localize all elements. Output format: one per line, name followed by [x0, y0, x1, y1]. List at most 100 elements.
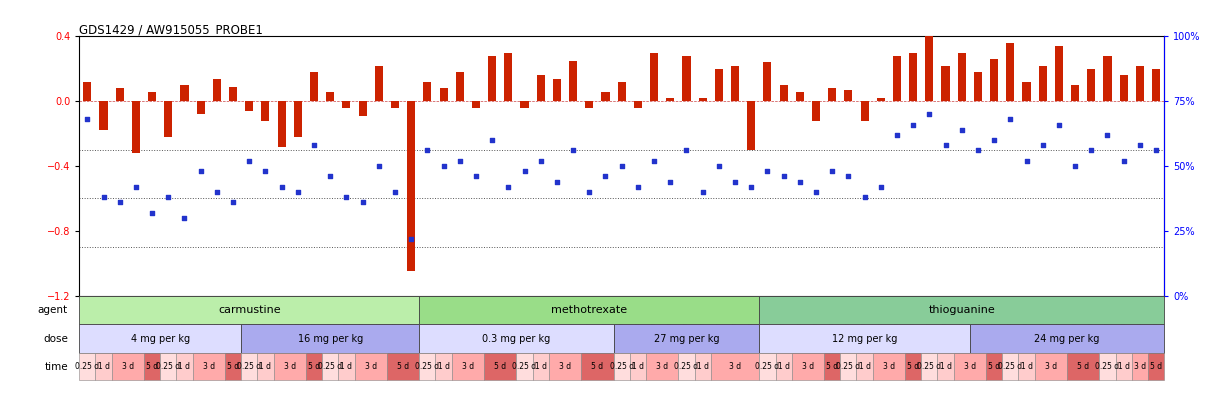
Bar: [1152, 69, 1160, 101]
Bar: [278, 101, 285, 147]
Bar: [937, 353, 953, 380]
Bar: [241, 353, 257, 380]
Bar: [683, 56, 690, 101]
Point: [78, 116, 98, 123]
Text: 3 d: 3 d: [729, 362, 741, 371]
Bar: [1072, 85, 1079, 101]
Bar: [423, 82, 432, 101]
Bar: [273, 353, 306, 380]
Bar: [386, 353, 419, 380]
Point: [579, 189, 599, 195]
Text: thioguanine: thioguanine: [929, 305, 995, 315]
Text: 3 d: 3 d: [560, 362, 570, 371]
Text: 16 mg per kg: 16 mg per kg: [297, 334, 363, 344]
Bar: [177, 353, 193, 380]
Text: 1 d: 1 d: [858, 362, 870, 371]
Bar: [630, 353, 646, 380]
Bar: [549, 353, 581, 380]
Point: [1065, 163, 1085, 169]
Bar: [840, 353, 857, 380]
Point: [256, 168, 275, 175]
Point: [207, 189, 227, 195]
Bar: [306, 353, 322, 380]
Bar: [812, 101, 820, 121]
Point: [1032, 142, 1052, 149]
Text: 1 d: 1 d: [98, 362, 110, 371]
Point: [126, 183, 145, 190]
Bar: [374, 66, 383, 101]
Point: [336, 194, 356, 200]
Point: [692, 189, 712, 195]
Point: [612, 163, 631, 169]
Text: methotrexate: methotrexate: [551, 305, 628, 315]
Bar: [339, 353, 355, 380]
Point: [839, 173, 858, 179]
Text: carmustine: carmustine: [218, 305, 280, 315]
Bar: [970, 324, 1164, 353]
Bar: [100, 101, 107, 130]
Text: 3 d: 3 d: [122, 362, 134, 371]
Point: [466, 173, 485, 179]
Point: [903, 121, 923, 128]
Text: 0.25 d: 0.25 d: [156, 362, 180, 371]
Bar: [322, 353, 339, 380]
Bar: [505, 53, 512, 101]
Bar: [650, 53, 658, 101]
Bar: [986, 353, 1002, 380]
Bar: [646, 353, 678, 380]
Text: 0.3 mg per kg: 0.3 mg per kg: [483, 334, 551, 344]
Bar: [711, 353, 759, 380]
Bar: [132, 101, 140, 153]
Point: [1050, 121, 1069, 128]
Bar: [698, 98, 707, 101]
Point: [1017, 158, 1036, 164]
Bar: [144, 353, 160, 380]
Text: 1 d: 1 d: [696, 362, 708, 371]
Point: [1146, 147, 1165, 153]
Bar: [824, 353, 840, 380]
Point: [239, 158, 258, 164]
Text: 27 mg per kg: 27 mg per kg: [653, 334, 719, 344]
Bar: [909, 53, 917, 101]
Bar: [763, 62, 772, 101]
Bar: [759, 353, 775, 380]
Point: [628, 183, 647, 190]
Point: [514, 168, 534, 175]
Bar: [229, 87, 238, 101]
Text: 0.25 d: 0.25 d: [836, 362, 861, 371]
Point: [563, 147, 583, 153]
Bar: [1119, 75, 1128, 101]
Point: [94, 194, 113, 200]
Point: [110, 199, 129, 205]
Bar: [180, 85, 189, 101]
Text: 5 d: 5 d: [1078, 362, 1090, 371]
Text: 1 d: 1 d: [178, 362, 190, 371]
Text: 0.25 d: 0.25 d: [318, 362, 343, 371]
Text: 5 d: 5 d: [227, 362, 239, 371]
Bar: [160, 353, 177, 380]
Point: [288, 189, 307, 195]
Point: [919, 111, 939, 117]
Bar: [95, 353, 112, 380]
Bar: [1023, 82, 1030, 101]
Point: [823, 168, 842, 175]
Bar: [1002, 353, 1018, 380]
Bar: [147, 92, 156, 101]
Bar: [569, 61, 577, 101]
Bar: [1100, 353, 1115, 380]
Point: [1098, 132, 1118, 138]
Point: [272, 183, 291, 190]
Text: 3 d: 3 d: [462, 362, 474, 371]
Point: [191, 168, 211, 175]
Text: 0.25 d: 0.25 d: [917, 362, 941, 371]
Bar: [213, 79, 221, 101]
Bar: [941, 66, 950, 101]
Bar: [714, 69, 723, 101]
Point: [158, 194, 178, 200]
Point: [369, 163, 389, 169]
Point: [418, 147, 438, 153]
Point: [968, 147, 987, 153]
Bar: [327, 92, 334, 101]
Text: 5 d: 5 d: [308, 362, 321, 371]
Point: [1114, 158, 1134, 164]
